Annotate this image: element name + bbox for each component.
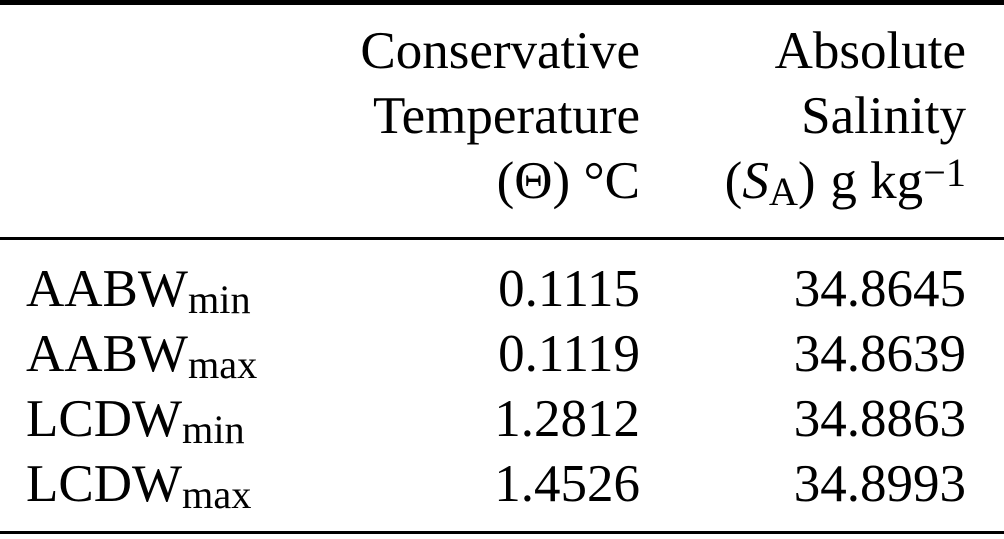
water-mass-subscript: min [182,407,245,453]
table-row: AABWmax 0.1119 34.8639 [0,322,1004,387]
water-mass-name: AABW [26,260,188,318]
unit-exponent: −1 [923,149,966,195]
water-mass-name: LCDW [26,390,183,448]
row-label: LCDWmin [0,387,350,452]
temperature-value: 1.4526 [494,455,640,513]
header-unit-theta-degc: (Θ) °C [496,152,640,210]
salinity-value: 34.8863 [793,390,966,448]
water-mass-name: AABW [26,325,188,383]
header-absolute-salinity: Absolute Salinity (SA) g kg−1 [640,3,1004,239]
paren-close: ) [797,152,816,210]
temperature-value: 1.2812 [494,390,640,448]
row-label: AABWmax [0,322,350,387]
header-empty-cell [0,3,350,239]
header-conservative-temperature: Conservative Temperature (Θ) °C [350,3,640,239]
water-mass-subscript: max [182,472,252,518]
temperature-value: 0.1115 [498,260,640,318]
salinity-value: 34.8993 [793,455,966,513]
header-unit-sa-gkg: (SA) g kg−1 [640,149,966,214]
temperature-value: 0.1119 [498,325,640,383]
table-row: LCDWmax 1.4526 34.8993 [0,452,1004,533]
table-row: AABWmin 0.1115 34.8645 [0,239,1004,323]
header-line: Salinity [801,87,966,145]
row-label: LCDWmax [0,452,350,533]
table-header: Conservative Temperature (Θ) °C Absolute… [0,3,1004,239]
header-line: Absolute [774,22,966,80]
header-line: Conservative [360,22,640,80]
paren-open: ( [724,152,743,210]
header-line: Temperature [372,87,640,145]
table-body: AABWmin 0.1115 34.8645 AABWmax 0.1119 34… [0,239,1004,533]
salinity-symbol-subscript: A [768,169,798,215]
salinity-value: 34.8639 [793,325,966,383]
table-row: LCDWmin 1.2812 34.8863 [0,387,1004,452]
row-label: AABWmin [0,239,350,323]
unit-text: g kg [830,152,924,210]
water-mass-subscript: max [187,342,258,388]
salinity-symbol: S [742,152,769,210]
salinity-value: 34.8645 [793,260,966,318]
water-mass-name: LCDW [26,455,183,513]
header-row: Conservative Temperature (Θ) °C Absolute… [0,3,1004,239]
water-mass-subscript: min [187,277,251,323]
